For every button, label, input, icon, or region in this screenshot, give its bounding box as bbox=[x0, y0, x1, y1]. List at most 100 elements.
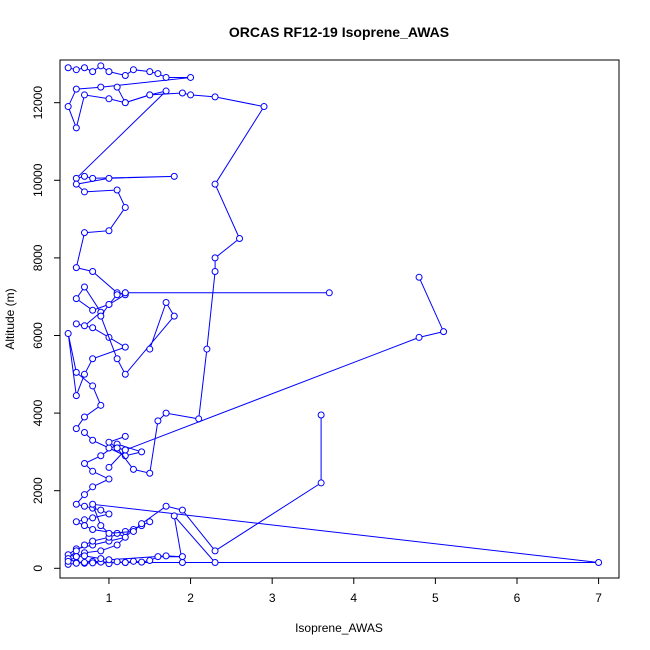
data-point bbox=[236, 234, 244, 242]
data-point bbox=[146, 68, 154, 76]
data-point bbox=[72, 547, 80, 555]
data-point bbox=[80, 172, 88, 180]
data-point bbox=[80, 229, 88, 237]
data-point bbox=[89, 467, 97, 475]
series-line-3 bbox=[108, 86, 265, 474]
plot-box bbox=[59, 59, 620, 579]
data-point bbox=[187, 73, 195, 81]
data-point bbox=[113, 83, 121, 91]
data-point bbox=[105, 68, 113, 76]
data-point bbox=[97, 312, 105, 320]
data-point bbox=[64, 330, 72, 338]
data-point bbox=[260, 103, 268, 111]
data-point bbox=[211, 267, 219, 275]
data-point bbox=[80, 91, 88, 99]
y-axis: 0 2000 4000 6000 8000 10000 12000 bbox=[31, 86, 61, 572]
data-point bbox=[89, 324, 97, 332]
data-point bbox=[138, 520, 146, 528]
y-tick-label: 10000 bbox=[31, 163, 45, 197]
data-point bbox=[72, 500, 80, 508]
data-point bbox=[72, 553, 80, 561]
data-point bbox=[80, 413, 88, 421]
data-point bbox=[80, 552, 88, 560]
data-point bbox=[72, 518, 80, 526]
data-point bbox=[121, 533, 129, 541]
series-group bbox=[64, 62, 603, 568]
data-point bbox=[64, 103, 72, 111]
data-point bbox=[80, 322, 88, 330]
data-point bbox=[80, 188, 88, 196]
data-point bbox=[89, 355, 97, 363]
data-point bbox=[89, 514, 97, 522]
data-point bbox=[105, 556, 113, 564]
data-point bbox=[178, 558, 186, 566]
data-point bbox=[89, 68, 97, 76]
data-point bbox=[80, 460, 88, 468]
data-point bbox=[121, 72, 129, 80]
y-tick-label: 0 bbox=[31, 565, 45, 572]
data-point bbox=[211, 180, 219, 188]
y-tick-label: 8000 bbox=[31, 244, 45, 271]
data-point bbox=[113, 558, 121, 566]
data-point bbox=[203, 345, 211, 353]
data-point bbox=[121, 558, 129, 566]
chart-title: ORCAS RF12-19 Isoprene_AWAS bbox=[229, 24, 449, 40]
data-point bbox=[187, 91, 195, 99]
x-tick-label: 5 bbox=[432, 591, 439, 605]
data-point bbox=[129, 465, 137, 473]
data-point bbox=[138, 448, 146, 456]
data-point bbox=[154, 553, 162, 561]
data-point bbox=[154, 70, 162, 78]
data-point bbox=[89, 382, 97, 390]
data-point bbox=[89, 174, 97, 182]
data-point bbox=[146, 345, 154, 353]
data-point bbox=[72, 368, 80, 376]
data-point bbox=[154, 417, 162, 425]
y-tick-label: 4000 bbox=[31, 399, 45, 426]
data-point bbox=[121, 370, 129, 378]
data-point bbox=[80, 64, 88, 72]
data-point bbox=[211, 254, 219, 262]
data-point bbox=[170, 312, 178, 320]
data-point bbox=[80, 541, 88, 549]
data-point bbox=[72, 66, 80, 74]
x-tick-label: 3 bbox=[269, 591, 276, 605]
data-point bbox=[80, 283, 88, 291]
data-point bbox=[129, 557, 137, 565]
data-point bbox=[211, 547, 219, 555]
data-point bbox=[72, 320, 80, 328]
x-tick-label: 6 bbox=[514, 591, 521, 605]
data-point bbox=[80, 558, 88, 566]
data-point bbox=[121, 289, 129, 297]
y-tick-label: 12000 bbox=[31, 86, 45, 120]
data-point bbox=[105, 444, 113, 452]
data-point bbox=[146, 518, 154, 526]
data-point bbox=[72, 180, 80, 188]
data-point bbox=[105, 529, 113, 537]
data-point bbox=[97, 452, 105, 460]
data-point bbox=[80, 491, 88, 499]
data-point bbox=[146, 469, 154, 477]
data-point bbox=[162, 87, 170, 95]
data-point bbox=[162, 552, 170, 560]
data-point bbox=[89, 500, 97, 508]
data-point bbox=[72, 559, 80, 567]
data-point bbox=[89, 525, 97, 533]
data-point bbox=[317, 479, 325, 487]
data-point bbox=[178, 89, 186, 97]
data-point bbox=[415, 273, 423, 281]
series-line-6 bbox=[84, 415, 599, 564]
data-point bbox=[211, 558, 219, 566]
data-point bbox=[80, 516, 88, 524]
data-point bbox=[113, 541, 121, 549]
x-tick-label: 7 bbox=[595, 591, 602, 605]
data-point bbox=[113, 291, 121, 299]
data-point bbox=[595, 558, 603, 566]
data-point bbox=[105, 510, 113, 518]
data-point bbox=[415, 333, 423, 341]
data-point bbox=[89, 306, 97, 314]
data-point bbox=[72, 295, 80, 303]
data-point bbox=[72, 124, 80, 132]
data-point bbox=[105, 174, 113, 182]
